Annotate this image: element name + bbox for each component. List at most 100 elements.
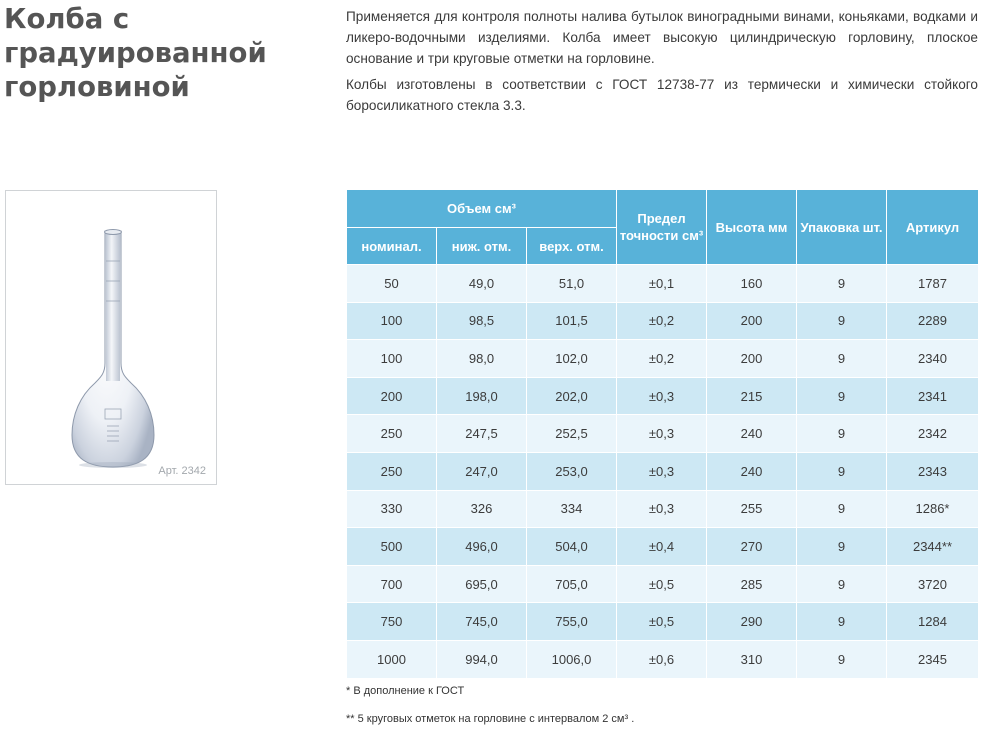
lower-mark-cell: 695,0 [436, 564, 527, 604]
accuracy-cell: ±0,3 [616, 489, 707, 529]
upper-mark-cell: 252,5 [526, 414, 617, 453]
footnote-marks: ** 5 круговых отметок на горловине с инт… [346, 713, 635, 725]
table-subheader-row: номинал. ниж. отм. верх. отм. [346, 227, 979, 265]
table-row: 50 49,0 51,0 ±0,1 160 9 1787 [346, 264, 979, 303]
table-row: 750 745,0 755,0 ±0,5 290 9 1284 [346, 602, 979, 641]
height-cell: 285 [706, 564, 797, 604]
nominal-cell: 700 [346, 564, 437, 604]
article-cell: 2340 [886, 339, 979, 378]
accuracy-cell: ±0,1 [616, 264, 707, 303]
title-line: горловиной [4, 71, 190, 103]
package-cell: 9 [796, 527, 887, 566]
nominal-cell: 250 [346, 451, 437, 491]
description-paragraph: Применяется для контроля полноты налива … [346, 9, 978, 66]
height-cell: 240 [706, 451, 797, 491]
article-cell: 1284 [886, 602, 979, 641]
article-cell: 2343 [886, 451, 979, 491]
package-cell: 9 [796, 451, 887, 491]
upper-mark-cell: 253,0 [526, 451, 617, 491]
accuracy-cell: ±0,6 [616, 639, 707, 679]
nominal-cell: 100 [346, 339, 437, 378]
table-row: 250 247,5 252,5 ±0,3 240 9 2342 [346, 414, 979, 453]
nominal-cell: 250 [346, 414, 437, 453]
height-cell: 215 [706, 376, 797, 416]
table-row: 100 98,0 102,0 ±0,2 200 9 2340 [346, 339, 979, 378]
specifications-table: Объем см³ Предел точности см³ Высота мм … [346, 189, 979, 679]
nominal-cell: 200 [346, 376, 437, 416]
nominal-cell: 50 [346, 264, 437, 303]
accuracy-cell: ±0,3 [616, 451, 707, 491]
height-cell: 290 [706, 602, 797, 641]
lower-mark-cell: 745,0 [436, 602, 527, 641]
lower-mark-cell: 49,0 [436, 264, 527, 303]
article-cell: 1286* [886, 489, 979, 529]
footnote-gost: * В дополнение к ГОСТ [346, 685, 465, 697]
height-cell: 310 [706, 639, 797, 679]
product-image: Арт. 2342 [5, 190, 217, 485]
upper-mark-cell: 202,0 [526, 376, 617, 416]
image-caption: Арт. 2342 [158, 465, 206, 477]
upper-mark-cell: 755,0 [526, 602, 617, 641]
flask-illustration [71, 229, 155, 468]
upper-mark-header: верх. отм. [526, 227, 617, 265]
accuracy-cell: ±0,2 [616, 339, 707, 378]
accuracy-cell: ±0,2 [616, 301, 707, 341]
page-title: Колба с градуированной горловиной [4, 2, 304, 104]
height-cell: 200 [706, 301, 797, 341]
package-cell: 9 [796, 489, 887, 529]
article-cell: 2341 [886, 376, 979, 416]
table-row: 1000 994,0 1006,0 ±0,6 310 9 2345 [346, 639, 979, 679]
lower-mark-cell: 326 [436, 489, 527, 529]
upper-mark-cell: 1006,0 [526, 639, 617, 679]
height-cell: 160 [706, 264, 797, 303]
accuracy-cell: ±0,3 [616, 414, 707, 453]
product-description: Применяется для контроля полноты налива … [346, 6, 978, 121]
upper-mark-cell: 705,0 [526, 564, 617, 604]
article-header: Артикул [886, 189, 979, 265]
table-row: 330 326 334 ±0,3 255 9 1286* [346, 489, 979, 529]
table-row: 200 198,0 202,0 ±0,3 215 9 2341 [346, 376, 979, 416]
lower-mark-cell: 247,0 [436, 451, 527, 491]
upper-mark-cell: 504,0 [526, 527, 617, 566]
lower-mark-header: ниж. отм. [436, 227, 527, 265]
package-cell: 9 [796, 639, 887, 679]
table-body: 50 49,0 51,0 ±0,1 160 9 1787 100 98,5 101,5 ±0,2 20… [346, 264, 979, 679]
accuracy-cell: ±0,4 [616, 527, 707, 566]
lower-mark-cell: 994,0 [436, 639, 527, 679]
height-cell: 200 [706, 339, 797, 378]
article-cell: 3720 [886, 564, 979, 604]
height-cell: 255 [706, 489, 797, 529]
package-cell: 9 [796, 376, 887, 416]
volume-group-header: Объем см³ [346, 189, 617, 228]
article-cell: 1787 [886, 264, 979, 303]
upper-mark-cell: 51,0 [526, 264, 617, 303]
table-row: 250 247,0 253,0 ±0,3 240 9 2343 [346, 451, 979, 491]
accuracy-cell: ±0,5 [616, 602, 707, 641]
article-cell: 2344** [886, 527, 979, 566]
package-cell: 9 [796, 564, 887, 604]
package-header: Упаковка шт. [796, 189, 887, 265]
package-cell: 9 [796, 339, 887, 378]
nominal-cell: 100 [346, 301, 437, 341]
lower-mark-cell: 98,5 [436, 301, 527, 341]
upper-mark-cell: 334 [526, 489, 617, 529]
nominal-cell: 1000 [346, 639, 437, 679]
nominal-header: номинал. [346, 227, 437, 265]
package-cell: 9 [796, 414, 887, 453]
accuracy-cell: ±0,3 [616, 376, 707, 416]
package-cell: 9 [796, 301, 887, 341]
table-header-row: Объем см³ Предел точности см³ Высота мм … [346, 189, 979, 265]
accuracy-header: Предел точности см³ [616, 189, 707, 265]
nominal-cell: 500 [346, 527, 437, 566]
title-line: Колба с [4, 3, 130, 35]
height-header: Высота мм [706, 189, 797, 265]
lower-mark-cell: 198,0 [436, 376, 527, 416]
table-row: 700 695,0 705,0 ±0,5 285 9 3720 [346, 564, 979, 604]
height-cell: 270 [706, 527, 797, 566]
title-line: градуированной [4, 37, 267, 69]
package-cell: 9 [796, 602, 887, 641]
upper-mark-cell: 102,0 [526, 339, 617, 378]
description-paragraph: Колбы изготовлены в соответствии с ГОСТ … [346, 77, 978, 113]
lower-mark-cell: 247,5 [436, 414, 527, 453]
table-row: 500 496,0 504,0 ±0,4 270 9 2344** [346, 527, 979, 566]
